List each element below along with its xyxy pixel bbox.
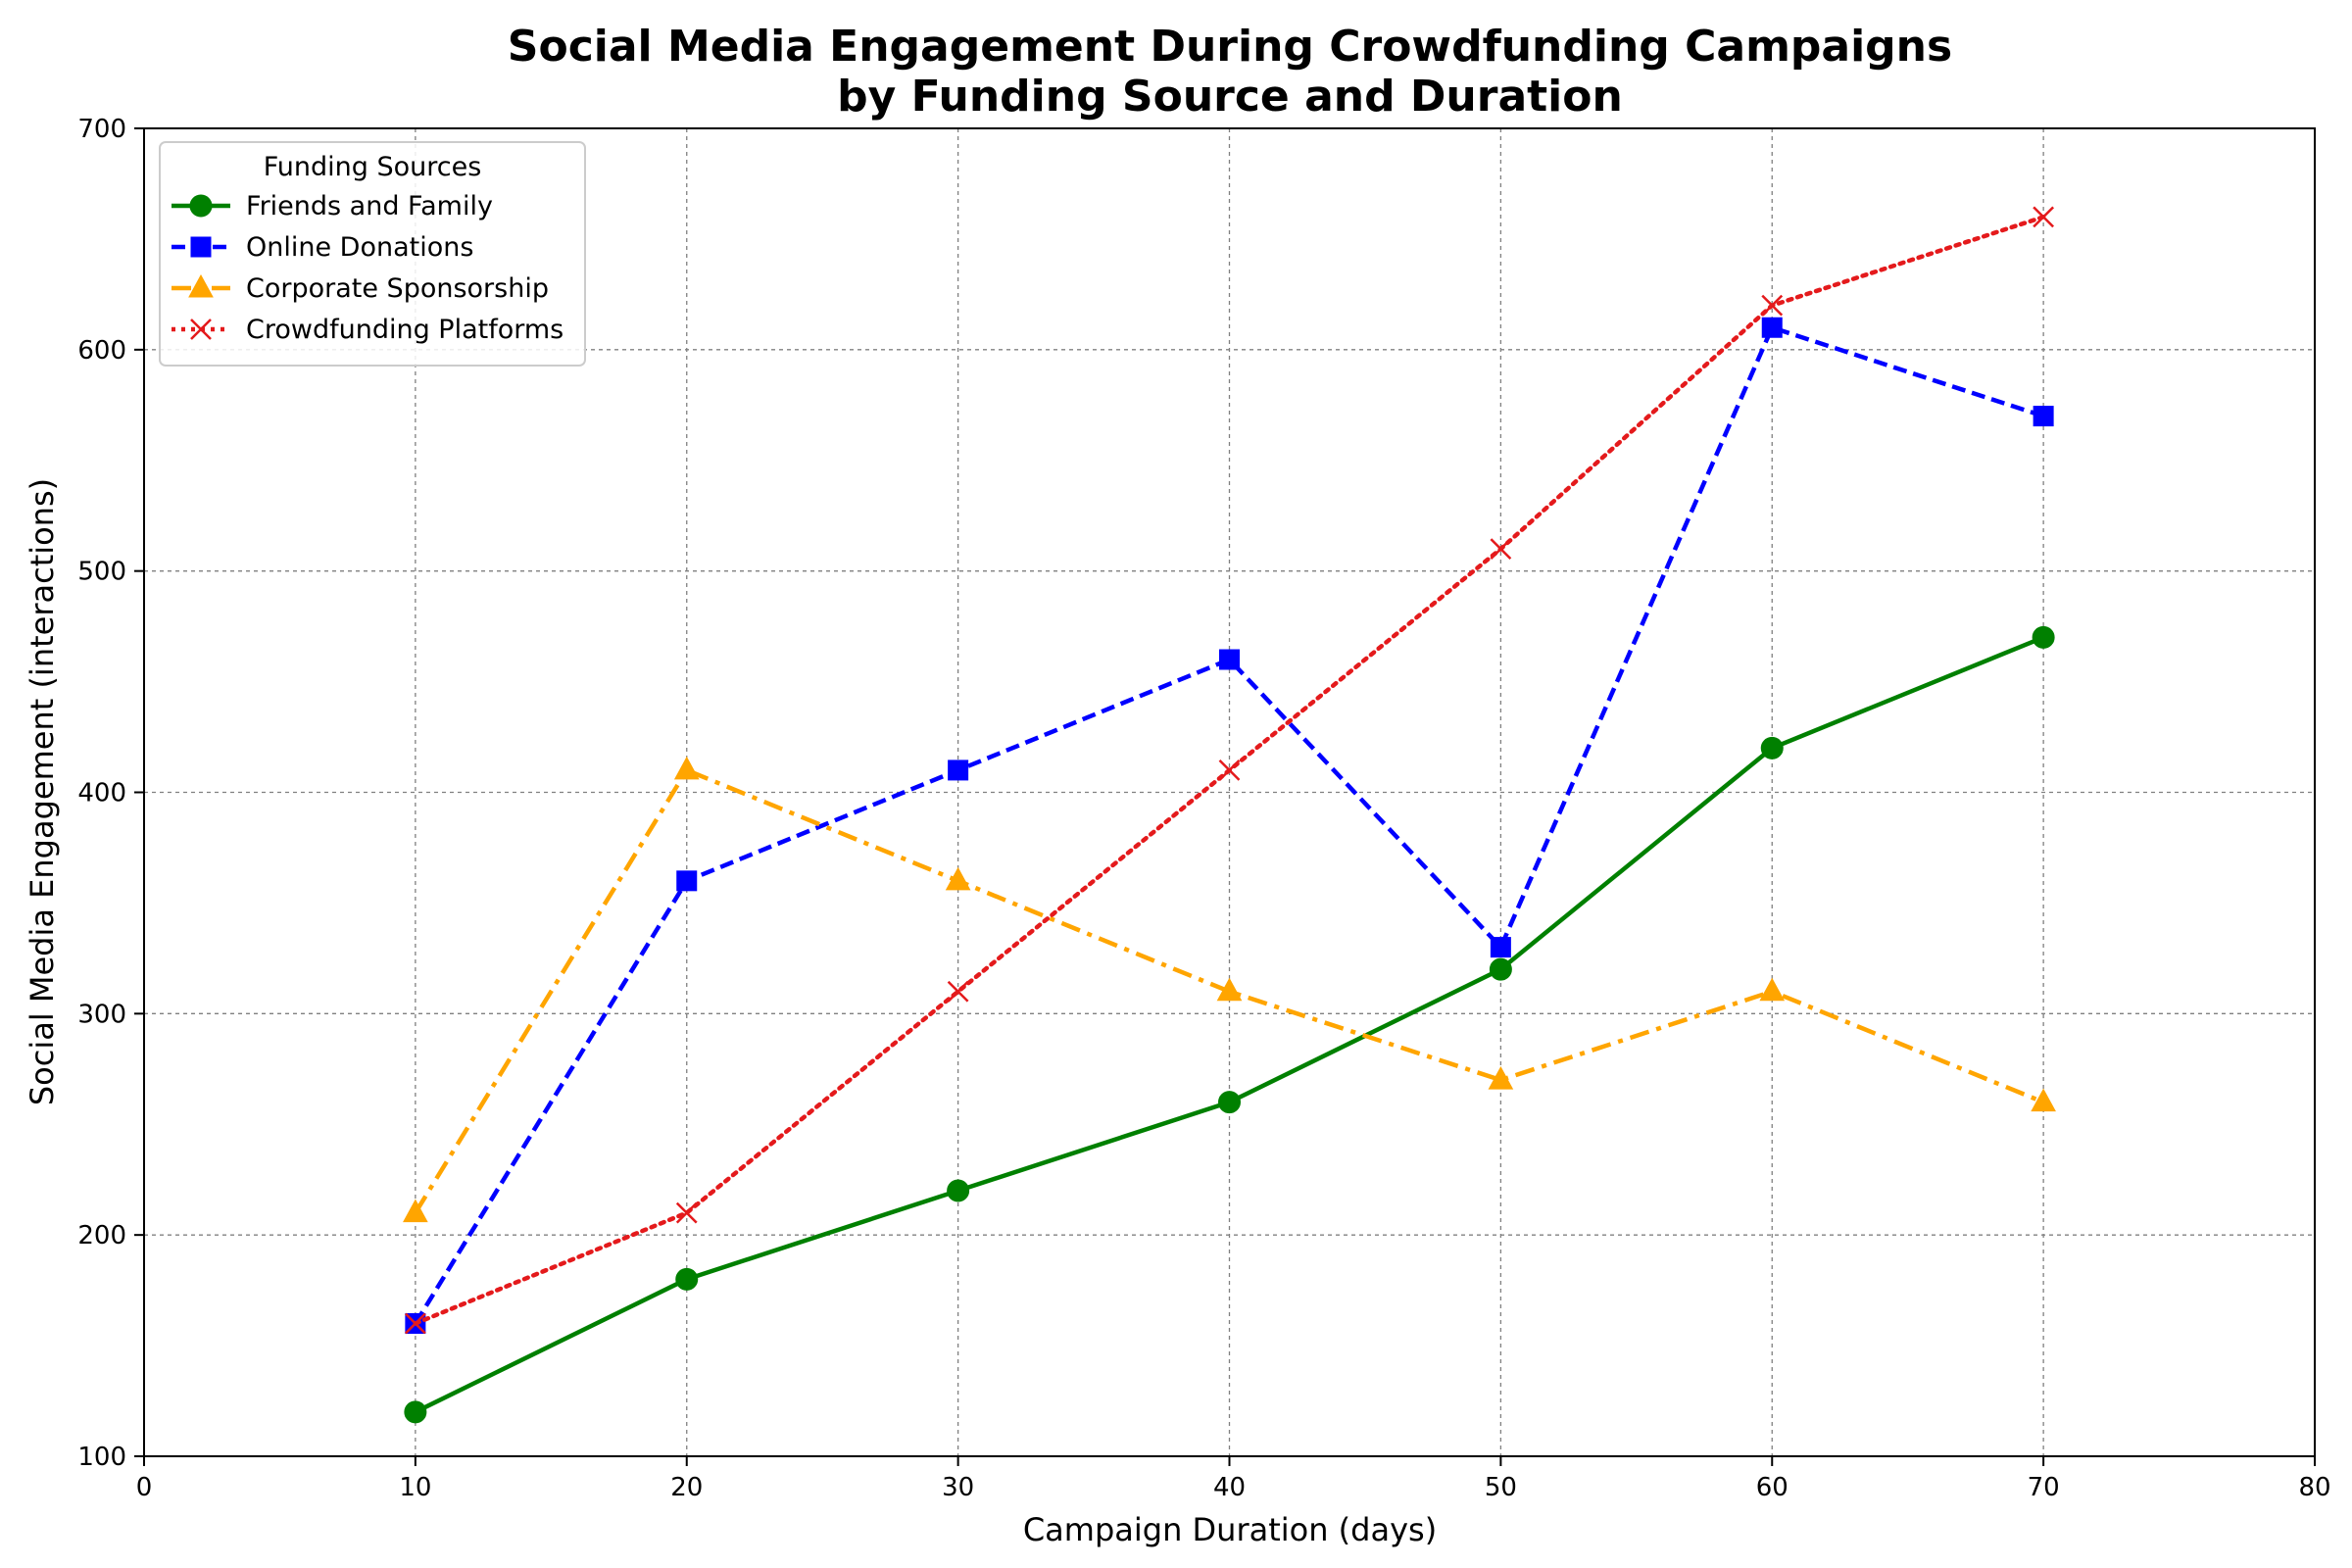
series-crowdfunding-platforms xyxy=(404,206,2055,1335)
y-tick-label: 600 xyxy=(77,336,126,366)
data-point-crowdfunding-platforms xyxy=(947,980,969,1003)
series-friends-and-family xyxy=(404,625,2055,1424)
legend-entry-corporate-sponsorship: Corporate Sponsorship xyxy=(172,273,549,304)
legend-entry-crowdfunding-platforms: Crowdfunding Platforms xyxy=(172,315,564,345)
series-corporate-sponsorship xyxy=(403,756,2056,1223)
legend-label-corporate-sponsorship: Corporate Sponsorship xyxy=(246,273,549,304)
data-point-online-donations xyxy=(948,760,969,781)
legend-entry-friends-and-family: Friends and Family xyxy=(172,191,493,221)
data-point-corporate-sponsorship xyxy=(1759,977,1786,1002)
y-tick-label: 500 xyxy=(77,558,126,587)
legend-label-crowdfunding-platforms: Crowdfunding Platforms xyxy=(246,315,564,345)
y-tick-label: 100 xyxy=(77,1443,126,1472)
axis-ticks: 0 10 20 30 40 50 60 70 80 100 200 300 400 500 600 700 xyxy=(77,115,2330,1502)
series-layer xyxy=(403,206,2056,1424)
legend-marker-crowdfunding-platforms xyxy=(190,318,212,340)
x-tick-label: 0 xyxy=(136,1473,153,1502)
data-point-corporate-sponsorship xyxy=(2031,1088,2056,1112)
legend-box xyxy=(159,141,586,367)
legend-marker-online-donations xyxy=(190,236,212,258)
data-point-corporate-sponsorship xyxy=(403,1199,428,1223)
y-tick-label: 700 xyxy=(77,115,126,144)
x-tick-label: 50 xyxy=(1485,1473,1517,1502)
y-tick-label: 300 xyxy=(77,1000,126,1029)
x-tick-label: 40 xyxy=(1213,1473,1246,1502)
legend-marker-friends-and-family xyxy=(189,194,213,218)
y-tick-label: 200 xyxy=(77,1221,126,1250)
legend-label-online-donations: Online Donations xyxy=(246,232,473,263)
data-point-friends-and-family xyxy=(1760,736,1784,760)
legend-entries: Friends and Family Online Donations Corpor… xyxy=(172,191,564,345)
y-tick-label: 400 xyxy=(77,779,126,808)
data-point-online-donations xyxy=(1490,937,1511,958)
data-point-crowdfunding-platforms xyxy=(2033,206,2055,228)
data-point-crowdfunding-platforms xyxy=(1761,294,1784,317)
data-point-crowdfunding-platforms xyxy=(404,1312,426,1335)
legend: Funding Sources Friends and Family Online… xyxy=(159,141,586,367)
data-point-corporate-sponsorship xyxy=(1488,1066,1514,1090)
data-point-corporate-sponsorship xyxy=(673,756,700,780)
data-point-friends-and-family xyxy=(675,1267,699,1291)
data-point-corporate-sponsorship xyxy=(945,866,971,891)
data-point-online-donations xyxy=(1761,317,1783,338)
x-tick-label: 10 xyxy=(399,1473,431,1502)
data-point-corporate-sponsorship xyxy=(1216,977,1243,1002)
data-point-friends-and-family xyxy=(2032,625,2055,649)
x-tick-label: 30 xyxy=(942,1473,974,1502)
data-point-online-donations xyxy=(676,870,698,892)
x-tick-label: 70 xyxy=(2028,1473,2060,1502)
x-axis-label: Campaign Duration (days) xyxy=(1023,1511,1437,1548)
legend-label-friends-and-family: Friends and Family xyxy=(246,191,493,221)
chart-title-line-1: Social Media Engagement During Crowdfund… xyxy=(508,22,1952,72)
y-axis-label: Social Media Engagement (interactions) xyxy=(24,478,61,1105)
data-point-crowdfunding-platforms xyxy=(1218,760,1241,781)
legend-marker-corporate-sponsorship xyxy=(188,273,214,298)
data-point-friends-and-family xyxy=(1489,957,1512,981)
data-point-friends-and-family xyxy=(947,1179,970,1202)
x-tick-label: 20 xyxy=(670,1473,703,1502)
legend-title: Funding Sources xyxy=(264,152,482,182)
data-point-online-donations xyxy=(2033,406,2054,427)
data-point-online-donations xyxy=(1219,649,1240,670)
data-point-crowdfunding-platforms xyxy=(675,1201,698,1224)
legend-entry-online-donations: Online Donations xyxy=(172,232,473,263)
x-tick-label: 80 xyxy=(2298,1473,2330,1502)
chart-title-line-2: by Funding Source and Duration xyxy=(837,72,1623,122)
data-point-friends-and-family xyxy=(1218,1091,1241,1114)
data-point-friends-and-family xyxy=(404,1400,427,1424)
x-tick-label: 60 xyxy=(1756,1473,1788,1502)
data-point-crowdfunding-platforms xyxy=(1490,538,1512,560)
